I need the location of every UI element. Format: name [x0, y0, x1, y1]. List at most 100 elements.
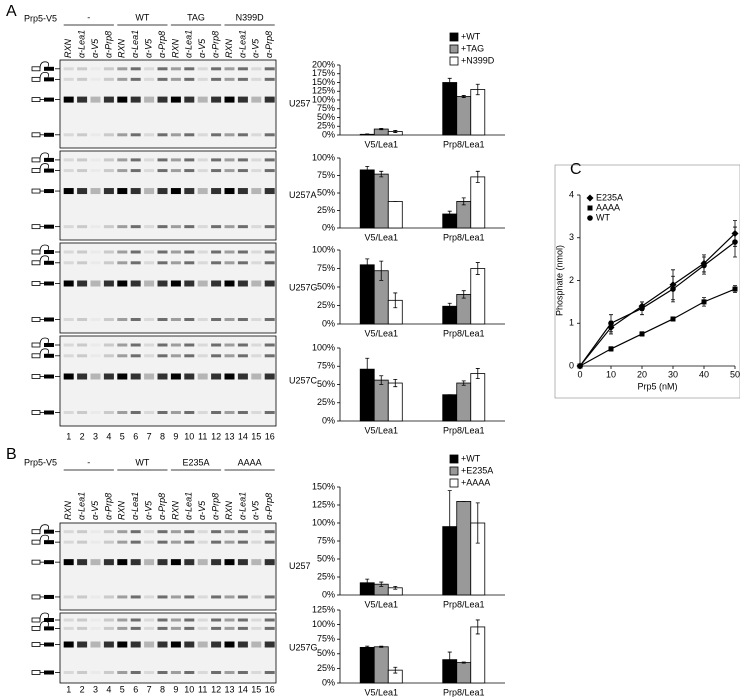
rna-icon: [31, 317, 41, 322]
gel-band: [77, 133, 88, 137]
gel-band: [144, 540, 155, 544]
rna-icon: [31, 374, 41, 379]
gel-band: [184, 169, 195, 173]
rna-icon: [44, 626, 54, 631]
gel-band: [251, 559, 262, 566]
error-bar: [379, 645, 384, 648]
gel-band: [117, 530, 128, 534]
lane-label: RXN: [170, 500, 180, 520]
legend-marker: [586, 194, 594, 202]
rna-icon: [44, 281, 54, 286]
gel-band: [90, 641, 101, 648]
gel-band: [130, 280, 141, 287]
lane-number: 4: [106, 431, 111, 441]
gel-band: [117, 343, 128, 347]
gel-band: [170, 318, 181, 321]
gel-band: [237, 559, 248, 566]
rna-icon: [44, 642, 54, 647]
error-bar: [379, 170, 384, 178]
y-tick-label: 75%: [317, 263, 335, 273]
gel-band: [237, 373, 248, 380]
gel-band: [251, 96, 262, 103]
bar: [456, 382, 472, 422]
bar: [470, 626, 486, 684]
gel-band: [197, 280, 208, 287]
gel-band: [63, 158, 74, 162]
gel-band: [117, 354, 128, 358]
gel-band: [224, 225, 235, 229]
gel-band: [224, 530, 235, 534]
gel-band: [264, 618, 275, 622]
group-label: TAG: [187, 12, 205, 22]
gel-band: [157, 559, 168, 566]
gel-band: [90, 559, 101, 566]
y-tick-label: 25%: [317, 397, 335, 407]
gel-band: [130, 158, 141, 162]
rna-icon: [44, 540, 54, 545]
gel-band: [130, 354, 141, 358]
gel-band: [197, 158, 208, 162]
lane-number: 14: [238, 684, 248, 694]
gel-band: [197, 318, 208, 321]
gel-band: [157, 169, 168, 173]
y-tick-label: 3: [569, 232, 574, 242]
gel-band: [251, 318, 262, 321]
y-tick-label: 50%: [317, 553, 335, 563]
gel-band: [264, 530, 275, 534]
gel-band: [103, 354, 114, 358]
bar: [470, 268, 486, 325]
rna-icon: [31, 529, 41, 535]
bar: [373, 379, 389, 422]
lane-label: α-Lea1: [237, 492, 247, 520]
gel-band: [130, 641, 141, 648]
marker: [732, 286, 738, 292]
gel-band: [63, 67, 74, 71]
gel-band: [144, 671, 155, 674]
gel-band: [211, 343, 222, 347]
gel-band: [157, 250, 168, 254]
y-tick-label: 125%: [312, 499, 335, 509]
legend-swatch: [449, 44, 459, 54]
gel-band: [91, 67, 101, 70]
gel-band: [211, 67, 222, 71]
gel-band: [130, 343, 141, 347]
construct-label: Prp5-V5: [24, 457, 57, 467]
y-tick-label: 25%: [317, 571, 335, 581]
gel-band: [184, 373, 195, 380]
rna-icon: [44, 77, 54, 82]
marker: [608, 346, 614, 352]
error-bar: [447, 490, 452, 563]
x-axis-title: Prp5 (nM): [637, 381, 677, 391]
error-bar: [379, 375, 384, 385]
error-bar: [365, 133, 370, 136]
marker: [732, 239, 738, 245]
gel-band: [91, 318, 101, 321]
gel-band: [103, 595, 114, 599]
gel-band: [264, 343, 275, 347]
lane-number: 6: [133, 431, 138, 441]
gel-band: [130, 618, 141, 622]
gel-band: [197, 618, 208, 622]
error-bar: [461, 380, 466, 386]
gel-band: [130, 540, 141, 544]
gel-band: [144, 618, 155, 622]
error-bar: [365, 645, 370, 649]
lane-number: 7: [147, 684, 152, 694]
x-tick-label: Prp8/Lea1: [443, 425, 485, 435]
gel-band: [237, 671, 248, 674]
bar: [456, 662, 472, 684]
gel-band: [211, 411, 222, 414]
gel-band: [91, 627, 101, 630]
gel-band: [144, 318, 155, 321]
y-tick-label: 25%: [317, 205, 335, 215]
rna-icon: [44, 66, 54, 71]
lane-label: α-Lea1: [184, 492, 194, 520]
lane-label: α-Prp8: [210, 493, 220, 520]
construct-label: Prp5-V5: [24, 13, 57, 23]
y-tick-label: 25%: [317, 663, 335, 673]
gel-band: [237, 618, 248, 622]
gel-band: [117, 559, 128, 566]
gel-band: [117, 96, 128, 103]
group-label: E235A: [182, 457, 209, 467]
gel-band: [237, 169, 248, 173]
